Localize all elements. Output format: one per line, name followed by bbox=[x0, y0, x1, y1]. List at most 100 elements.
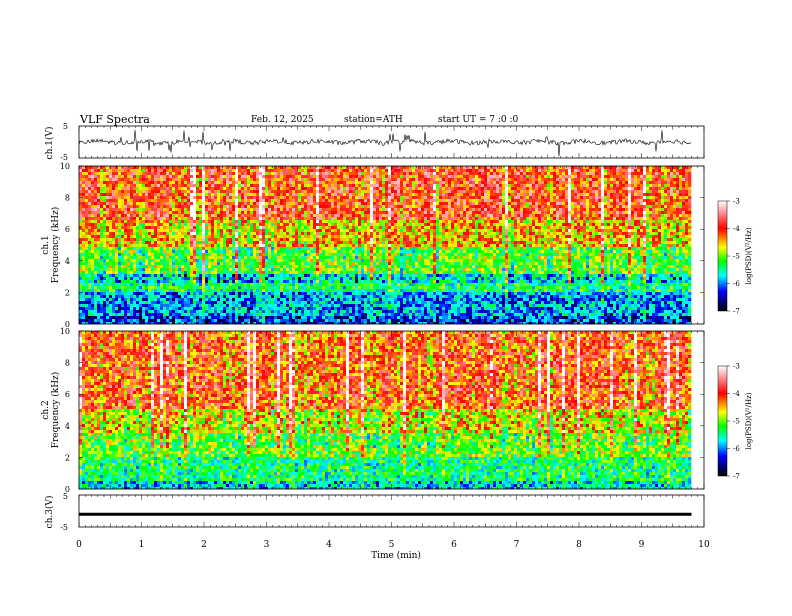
spectrogram-cell bbox=[310, 295, 313, 298]
spectrogram-cell bbox=[139, 211, 142, 214]
spectrogram-cell bbox=[262, 310, 265, 313]
spectrogram-cell bbox=[238, 223, 241, 226]
spectrogram-cell bbox=[166, 169, 169, 172]
spectrogram-cell bbox=[217, 301, 220, 304]
spectrogram-cell bbox=[286, 274, 289, 277]
spectrogram-cell bbox=[154, 199, 157, 202]
spectrogram-cell bbox=[214, 190, 217, 193]
spectrogram-cell bbox=[211, 193, 214, 196]
spectrogram-cell bbox=[286, 241, 289, 244]
spectrogram-cell bbox=[112, 244, 115, 247]
spectrogram-cell bbox=[139, 250, 142, 253]
spectrogram-cell bbox=[133, 238, 136, 241]
spectrogram-cell bbox=[238, 217, 241, 220]
spectrogram-cell bbox=[91, 205, 94, 208]
spectrogram-cell bbox=[124, 181, 127, 184]
spectrogram-cell bbox=[280, 244, 283, 247]
spectrogram-cell bbox=[223, 262, 226, 265]
spectrogram-cell bbox=[97, 184, 100, 187]
spectrogram-cell bbox=[157, 208, 160, 211]
spectrogram-cell bbox=[178, 307, 181, 310]
spectrogram-cell bbox=[310, 238, 313, 241]
spectrogram-cell bbox=[310, 268, 313, 271]
spectrogram-cell bbox=[169, 175, 172, 178]
spectrogram-cell bbox=[235, 262, 238, 265]
spectrogram-cell bbox=[178, 202, 181, 205]
spectrogram-cell bbox=[286, 286, 289, 289]
spectrogram-cell bbox=[262, 166, 265, 169]
spectrogram-cell bbox=[100, 214, 103, 217]
spectrogram-cell bbox=[295, 313, 298, 316]
spectrogram-cell bbox=[337, 280, 340, 283]
spectrogram-cell bbox=[181, 295, 184, 298]
spectrogram-cell bbox=[241, 274, 244, 277]
spectrogram-cell bbox=[100, 250, 103, 253]
spectrogram-cell bbox=[139, 310, 142, 313]
spectrogram-cell bbox=[247, 196, 250, 199]
spectrogram-cell bbox=[118, 277, 121, 280]
spectrogram-cell bbox=[259, 223, 262, 226]
spectrogram-cell bbox=[295, 229, 298, 232]
spectrogram-cell bbox=[250, 166, 253, 169]
spectrogram-cell bbox=[217, 253, 220, 256]
spectrogram-cell bbox=[106, 190, 109, 193]
spectrogram-cell bbox=[97, 166, 100, 169]
spectrogram-cell bbox=[112, 307, 115, 310]
spectrogram-cell bbox=[343, 190, 346, 193]
spectrogram-cell bbox=[346, 172, 349, 175]
spectrogram-cell bbox=[334, 307, 337, 310]
spectrogram-cell bbox=[196, 232, 199, 235]
spectrogram-cell bbox=[325, 271, 328, 274]
spectrogram-cell bbox=[334, 226, 337, 229]
spectrogram-cell bbox=[217, 181, 220, 184]
spectrogram-cell bbox=[301, 238, 304, 241]
spectrogram-cell bbox=[172, 256, 175, 259]
spectrogram-cell bbox=[208, 253, 211, 256]
spectrogram-cell bbox=[97, 187, 100, 190]
spectrogram-cell bbox=[241, 262, 244, 265]
spectrogram-cell bbox=[139, 292, 142, 295]
spectrogram-cell bbox=[199, 271, 202, 274]
spectrogram-cell bbox=[211, 316, 214, 319]
spectrogram-cell bbox=[154, 307, 157, 310]
spectrogram-cell bbox=[322, 304, 325, 307]
spectrogram-cell bbox=[103, 226, 106, 229]
spectrogram-cell bbox=[166, 244, 169, 247]
spectrogram-cell bbox=[250, 244, 253, 247]
spectrogram-cell bbox=[238, 166, 241, 169]
spectrogram-cell bbox=[295, 247, 298, 250]
spectrogram-cell bbox=[238, 256, 241, 259]
spectrogram-cell bbox=[121, 232, 124, 235]
spectrogram-cell bbox=[112, 268, 115, 271]
spectrogram-cell bbox=[241, 223, 244, 226]
spectrogram-cell bbox=[325, 229, 328, 232]
spectrogram-cell bbox=[196, 268, 199, 271]
spectrogram-cell bbox=[349, 166, 352, 169]
spectrogram-cell bbox=[115, 256, 118, 259]
spectrogram-cell bbox=[298, 277, 301, 280]
spectrogram-cell bbox=[133, 247, 136, 250]
spectrogram-cell bbox=[319, 223, 322, 226]
spectrogram-cell bbox=[280, 256, 283, 259]
spectrogram-cell bbox=[121, 217, 124, 220]
spectrogram-cell bbox=[190, 310, 193, 313]
spectrogram-cell bbox=[154, 223, 157, 226]
spectrogram-cell bbox=[193, 262, 196, 265]
spectrogram-cell bbox=[322, 310, 325, 313]
spectrogram-cell bbox=[178, 205, 181, 208]
spectrogram-cell bbox=[121, 178, 124, 181]
spectrogram-cell bbox=[274, 310, 277, 313]
spectrogram-cell bbox=[145, 223, 148, 226]
spectrogram-cell bbox=[109, 250, 112, 253]
spectrogram-cell bbox=[280, 271, 283, 274]
spectrogram-cell bbox=[100, 247, 103, 250]
spectrogram-cell bbox=[91, 175, 94, 178]
spectrogram-cell bbox=[244, 232, 247, 235]
spectrogram-cell bbox=[337, 217, 340, 220]
spectrogram-cell bbox=[178, 250, 181, 253]
spectrogram-cell bbox=[163, 274, 166, 277]
spectrogram-cell bbox=[139, 178, 142, 181]
spectrogram-cell bbox=[274, 295, 277, 298]
spectrogram-cell bbox=[130, 166, 133, 169]
spectrogram-cell bbox=[103, 241, 106, 244]
